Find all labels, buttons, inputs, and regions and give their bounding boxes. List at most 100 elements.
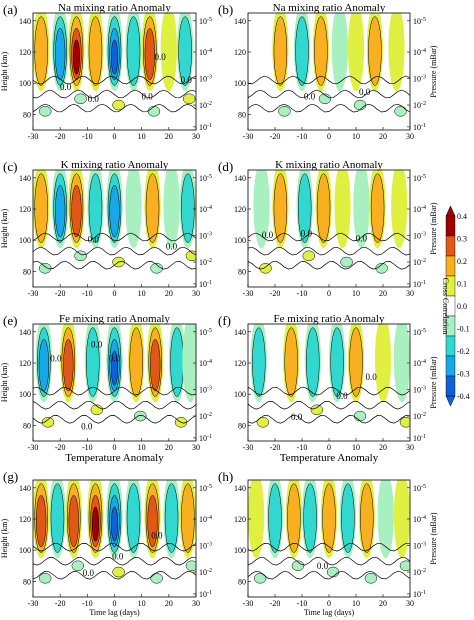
x-axis-label: Time lag (days) [304, 608, 355, 617]
band-mark-6-level-2 [360, 483, 374, 553]
x-tick-label: 0 [327, 132, 331, 141]
zero-contour [248, 415, 410, 424]
band-mark-6-level-2 [170, 327, 184, 397]
band-mark-1-level-3 [55, 27, 66, 81]
contour-label: 0.0 [301, 229, 313, 239]
x-tick-label: 20 [379, 599, 387, 608]
x-tick-label: 30 [406, 132, 414, 141]
band-mark-3-level-2 [88, 16, 103, 86]
band-mark-3-level-1 [331, 13, 348, 92]
contour-label: 0.0 [304, 92, 316, 102]
heatmap-field: 0.0 0.0 0.0 0.0 [33, 324, 196, 441]
p-tick-label: 10-5 [413, 328, 426, 337]
p-tick-label: 10-4 [413, 48, 426, 57]
band-mark-2-level-3 [68, 494, 79, 548]
band-mark-8-level-2 [178, 16, 192, 86]
low-blob-2 [71, 560, 85, 572]
zero-contour [33, 386, 196, 396]
colorbar-tick-label: 0.4 [457, 212, 467, 221]
band-mark-3-level-2 [303, 483, 317, 553]
colorbar-tick-label: -0.3 [457, 370, 470, 379]
zero-contour [248, 570, 410, 580]
band-mark-6-level-2 [370, 173, 385, 243]
colorbar-tick-label: -0.1 [457, 325, 470, 334]
zero-contour [248, 232, 410, 242]
p-tick-label: 10-4 [413, 359, 426, 368]
colorbar: 0.4 0.3 0.2 0.1 0.0 -0.1 -0.2 -0.3 -0.4 Cross Cor… [441, 205, 470, 407]
x-tick-label: -10 [82, 443, 93, 452]
panel-title: Na mixing ratio Anomaly [58, 2, 171, 14]
contour-label: 0.0 [141, 92, 153, 102]
low-blob-4 [112, 99, 125, 111]
low-blob-6 [147, 106, 161, 117]
x-tick-label: 20 [165, 132, 173, 141]
contour-label: 0.0 [262, 230, 274, 240]
x-tick-label: -20 [55, 443, 66, 452]
y-tick-label: 140 [19, 328, 31, 337]
p-tick-label: 10-2 [413, 258, 426, 267]
band-mark-7-level-1 [391, 170, 408, 249]
low-blob-0 [259, 263, 272, 274]
y-tick-label: 120 [19, 515, 31, 524]
contour-label: 0.0 [88, 235, 100, 245]
y-tick-label: 100 [234, 236, 246, 245]
zero-contour [33, 415, 196, 424]
p-tick-label: 10-4 [199, 48, 212, 57]
y-axis-label: Height (km) [0, 209, 9, 249]
low-blob-6 [150, 573, 163, 584]
band-mark-2-level-2 [297, 173, 312, 243]
colorbar-tick-label: 0.2 [457, 257, 467, 266]
low-blob-4 [112, 566, 125, 578]
x-tick-label: -20 [270, 132, 281, 141]
y2-axis-label: Pressure (mBar) [429, 202, 438, 255]
low-blob-4 [353, 99, 367, 111]
x-tick-label: -10 [82, 289, 93, 298]
y-tick-label: 100 [234, 79, 246, 88]
x-tick-label: 20 [165, 599, 173, 608]
low-blob-2 [74, 93, 87, 105]
band-mark-0-level-3 [36, 494, 47, 548]
x-tick-label: -30 [243, 289, 254, 298]
zero-contour [248, 89, 410, 99]
contour-label: 0.0 [359, 87, 371, 97]
low-blob-6 [394, 106, 407, 117]
p-tick-label: 10-2 [413, 568, 426, 577]
p-tick-label: 10-3 [413, 75, 426, 84]
zero-contour [248, 556, 410, 566]
contour-label: 0.0 [60, 82, 72, 92]
x-tick-label: -20 [270, 289, 281, 298]
y-tick-label: 140 [234, 174, 246, 183]
y-tick-label: 140 [19, 484, 31, 493]
p-tick-label: 10-1 [199, 590, 212, 599]
zero-contour [33, 570, 196, 580]
low-blob-0 [256, 417, 270, 428]
heatmap-field: 0.0 0.0 0.0 0.0 0.0 [33, 13, 196, 130]
x-tick-label: 10 [138, 132, 146, 141]
panel-label: (c) [3, 159, 17, 174]
y-tick-label: 100 [19, 79, 31, 88]
x-tick-label: -10 [82, 599, 93, 608]
zero-contour [33, 543, 196, 552]
x-tick-label: 0 [327, 289, 331, 298]
low-blob-0 [38, 573, 52, 584]
contour-label: 0.0 [112, 552, 124, 562]
x-tick-label: 0 [327, 599, 331, 608]
band-mark-1-level-2 [284, 327, 298, 397]
zero-contour [248, 75, 410, 85]
p-tick-label: 10-5 [199, 328, 212, 337]
band-mark-6-level-3 [144, 27, 155, 81]
y-tick-label: 120 [234, 359, 246, 368]
band-mark-1-level-3 [55, 184, 66, 238]
band-mark-2-level-2 [314, 16, 328, 86]
zero-contour [33, 232, 196, 242]
band-mark-0-level-3 [38, 338, 50, 392]
contour-label: 0.0 [181, 75, 193, 85]
y-tick-label: 80 [23, 267, 31, 276]
p-tick-label: 10-4 [413, 205, 426, 214]
band-mark-5-level-2 [341, 483, 355, 553]
y-tick-label: 140 [19, 17, 31, 26]
low-blob-6 [364, 573, 378, 584]
p-tick-label: 10-1 [413, 434, 426, 443]
p-tick-label: 10-5 [199, 17, 212, 26]
